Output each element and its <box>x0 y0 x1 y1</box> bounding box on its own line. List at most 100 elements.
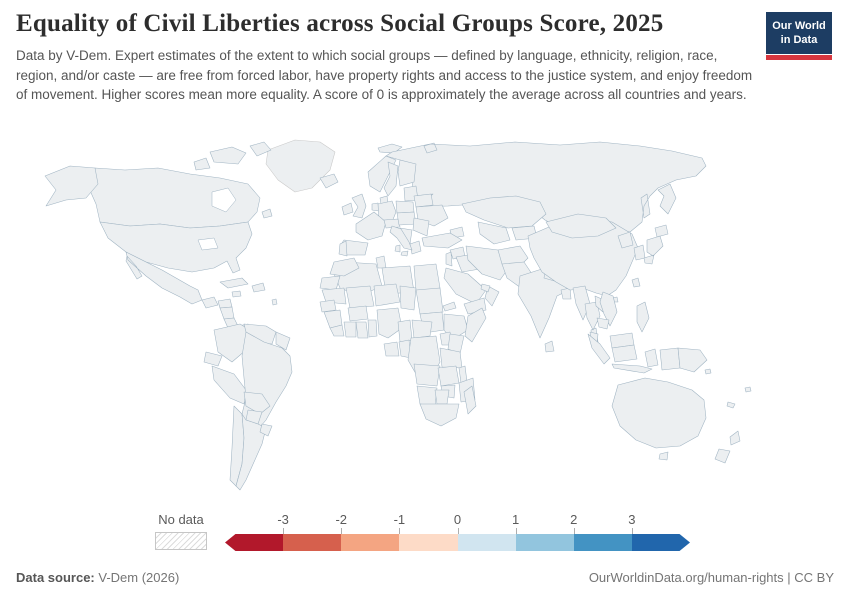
country-eritrea[interactable] <box>442 301 457 312</box>
country-egypt[interactable] <box>413 263 441 293</box>
country-sierra-liberia[interactable] <box>329 324 345 337</box>
country-gabon[interactable] <box>383 341 400 357</box>
country-solomon[interactable] <box>704 368 712 375</box>
country-indonesia[interactable] <box>587 333 681 374</box>
legend-segment[interactable] <box>515 534 574 551</box>
legend-segment[interactable] <box>457 534 516 551</box>
country-lesser-antilles[interactable] <box>271 298 278 306</box>
country-turkey[interactable] <box>421 232 463 249</box>
country-cameroon[interactable] <box>397 319 413 343</box>
legend-segment[interactable] <box>225 534 284 551</box>
country-greece[interactable] <box>409 240 422 255</box>
legend-segment[interactable] <box>399 534 458 551</box>
country-morocco[interactable] <box>329 257 360 277</box>
country-italy[interactable] <box>389 225 413 257</box>
country-mauritania[interactable] <box>321 287 347 305</box>
country-nigeria[interactable] <box>376 307 403 339</box>
country-ghana[interactable] <box>355 321 369 339</box>
country-bolivia[interactable] <box>243 391 271 415</box>
country-jamaica[interactable] <box>231 290 242 298</box>
country-portugal[interactable] <box>338 240 348 257</box>
country-hispaniola[interactable] <box>251 282 266 293</box>
country-canada[interactable] <box>87 141 273 229</box>
country-togo-benin[interactable] <box>367 319 378 338</box>
country-uruguay[interactable] <box>259 423 273 437</box>
country-ecuador[interactable] <box>203 351 223 367</box>
country-guyanas[interactable] <box>275 331 291 351</box>
country-cambodia[interactable] <box>596 317 610 330</box>
legend-segment[interactable] <box>283 534 342 551</box>
country-zambia[interactable] <box>437 365 460 387</box>
country-mali[interactable] <box>345 285 375 309</box>
legend-tick-line <box>515 528 517 534</box>
legend-segment[interactable] <box>341 534 400 551</box>
country-fiji[interactable] <box>744 386 752 393</box>
owid-logo-stripe <box>766 55 832 60</box>
country-madagascar[interactable] <box>463 385 477 415</box>
country-angola[interactable] <box>413 363 441 387</box>
owid-logo[interactable]: Our World in Data <box>766 12 832 54</box>
country-car[interactable] <box>411 319 433 339</box>
country-guinea-group[interactable] <box>323 309 343 329</box>
country-taiwan[interactable] <box>631 277 641 288</box>
country-belarus[interactable] <box>413 193 434 208</box>
country-western-sahara[interactable] <box>319 275 341 291</box>
country-levant[interactable] <box>445 251 453 267</box>
country-central-europe[interactable] <box>396 211 417 226</box>
country-new-caledonia[interactable] <box>726 401 736 409</box>
country-guatemala[interactable] <box>201 296 219 309</box>
legend-tick-line <box>631 528 633 534</box>
country-chad[interactable] <box>399 285 417 311</box>
country-poland[interactable] <box>395 200 415 214</box>
legend-segment[interactable] <box>573 534 632 551</box>
country-iceland[interactable] <box>319 173 339 189</box>
country-papua-new-guinea[interactable] <box>677 347 708 373</box>
country-honduras[interactable] <box>217 298 233 309</box>
country-argentina[interactable] <box>235 413 267 491</box>
legend-tick-line <box>399 528 401 534</box>
country-saudi[interactable] <box>443 267 487 305</box>
no-data-swatch[interactable] <box>155 532 207 550</box>
country-namibia[interactable] <box>416 385 438 407</box>
country-uk[interactable] <box>351 193 367 219</box>
country-sudan[interactable] <box>415 287 444 315</box>
legend-tick-line <box>573 528 575 534</box>
country-mongolia[interactable] <box>545 213 617 239</box>
country-france[interactable] <box>355 211 387 241</box>
country-peru[interactable] <box>211 365 247 405</box>
country-niger[interactable] <box>373 283 401 307</box>
country-south-korea[interactable] <box>633 244 646 261</box>
country-bangladesh[interactable] <box>560 287 572 300</box>
country-burkina[interactable] <box>347 305 369 322</box>
country-botswana[interactable] <box>434 389 450 405</box>
country-australia[interactable] <box>611 377 707 461</box>
country-russia[interactable] <box>385 141 707 233</box>
legend-tick-line <box>457 528 459 534</box>
footer-link[interactable]: OurWorldinData.org/human-rights <box>588 570 784 585</box>
country-uzbek-turkmen[interactable] <box>477 221 511 245</box>
country-senegal[interactable] <box>319 299 337 313</box>
country-ireland[interactable] <box>341 202 354 216</box>
country-south-africa[interactable] <box>419 403 460 427</box>
country-cuba[interactable] <box>219 277 249 289</box>
country-philippines[interactable] <box>636 301 650 333</box>
country-vietnam[interactable] <box>599 291 618 327</box>
no-data-label: No data <box>158 512 204 527</box>
legend-segment[interactable] <box>631 534 690 551</box>
country-tunisia[interactable] <box>375 255 387 269</box>
country-uae[interactable] <box>480 283 491 293</box>
legend-scale: -3 -2 -1 0 1 2 3 <box>225 512 690 556</box>
country-finland[interactable] <box>397 159 417 187</box>
country-alpine[interactable] <box>383 218 401 229</box>
country-sri-lanka[interactable] <box>544 340 555 353</box>
country-sweden[interactable] <box>383 161 399 197</box>
country-new-zealand[interactable] <box>714 430 741 464</box>
country-ivory-coast[interactable] <box>343 321 357 338</box>
country-kazakhstan[interactable] <box>461 195 547 229</box>
country-svalbard[interactable] <box>377 143 403 154</box>
country-nicaragua[interactable] <box>219 306 235 320</box>
country-north-korea[interactable] <box>617 231 634 249</box>
country-somalia[interactable] <box>464 307 487 343</box>
country-japan[interactable] <box>643 224 669 265</box>
country-romania-bulgaria[interactable] <box>412 217 430 237</box>
